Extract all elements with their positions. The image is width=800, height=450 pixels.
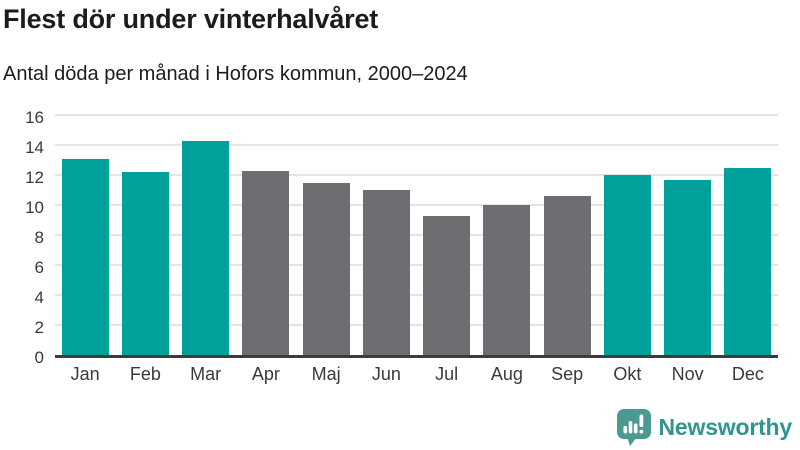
bar-column [296, 118, 356, 355]
gridline [55, 234, 778, 236]
bar-column [718, 118, 778, 355]
x-axis-label: Feb [129, 364, 161, 384]
y-axis-label: 2 [34, 318, 44, 337]
bar-dec [724, 167, 772, 355]
y-axis-label: 0 [34, 348, 44, 367]
x-axis: Jan Feb Mar Apr Maj Jun Jul Aug Sep Okt Nov Dec [55, 364, 778, 385]
y-axis-label: 8 [34, 228, 44, 247]
x-axis-label: Jun [371, 364, 401, 384]
gridline [55, 144, 778, 146]
bar-okt [603, 175, 651, 355]
bar-column [658, 118, 718, 355]
bar-feb [121, 172, 169, 355]
x-axis-label: Okt [613, 364, 642, 384]
gridline [55, 204, 778, 206]
chart-title: Flest dör under vinterhalvåret [3, 4, 379, 34]
bar-mar [182, 140, 230, 355]
bar-nov [664, 179, 712, 355]
bar-jul [423, 215, 471, 355]
x-axis-label: Sep [551, 364, 584, 384]
bar-column [537, 118, 597, 355]
gridline [55, 324, 778, 326]
x-axis-label: Jan [70, 364, 100, 384]
bar-column [417, 118, 477, 355]
bar-column [477, 118, 537, 355]
bar-column [115, 118, 175, 355]
bar-apr [242, 170, 290, 355]
bar-column [236, 118, 296, 355]
bar-column [176, 118, 236, 355]
y-axis-label: 10 [25, 198, 44, 217]
bar-column [55, 118, 115, 355]
gridline [55, 264, 778, 266]
bar-column [356, 118, 416, 355]
y-axis-label: 12 [25, 168, 44, 187]
x-axis-label: Jul [435, 364, 459, 384]
newsworthy-logo-icon [616, 409, 651, 446]
bar-maj [302, 182, 350, 355]
y-axis-label: 14 [25, 138, 44, 157]
x-axis-label: Maj [311, 364, 341, 384]
x-axis-label: Nov [671, 364, 704, 384]
gridline [55, 294, 778, 296]
y-axis-label: 16 [25, 108, 44, 127]
x-axis-label: Aug [490, 364, 523, 384]
bar-jan [61, 158, 109, 355]
chart-subtitle: Antal döda per månad i Hofors kommun, 20… [3, 63, 468, 85]
x-axis-label: Dec [731, 364, 764, 384]
y-axis-label: 6 [34, 258, 44, 277]
y-axis: 0 2 4 6 8 10 12 14 16 [0, 108, 44, 367]
x-axis-label: Apr [251, 364, 280, 384]
bar-aug [483, 205, 531, 355]
gridline [55, 174, 778, 176]
gridline [55, 114, 778, 116]
x-axis-label: Mar [190, 364, 222, 384]
brand-name: Newsworthy [658, 413, 793, 440]
y-axis-label: 4 [34, 288, 44, 307]
bar-column [597, 118, 657, 355]
bar-sep [543, 196, 591, 355]
plot-area [55, 114, 778, 358]
bar-series [55, 118, 778, 355]
bar-jun [362, 190, 410, 355]
brand-footer: Newsworthy [616, 408, 792, 446]
